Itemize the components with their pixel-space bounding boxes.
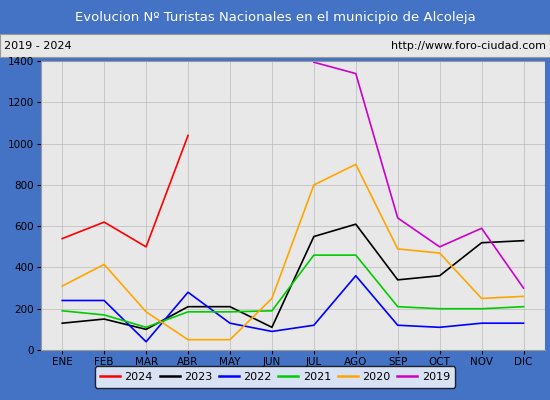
Text: http://www.foro-ciudad.com: http://www.foro-ciudad.com	[390, 41, 546, 51]
Legend: 2024, 2023, 2022, 2021, 2020, 2019: 2024, 2023, 2022, 2021, 2020, 2019	[95, 366, 455, 388]
Text: Evolucion Nº Turistas Nacionales en el municipio de Alcoleja: Evolucion Nº Turistas Nacionales en el m…	[75, 10, 475, 24]
Text: 2019 - 2024: 2019 - 2024	[4, 41, 72, 51]
